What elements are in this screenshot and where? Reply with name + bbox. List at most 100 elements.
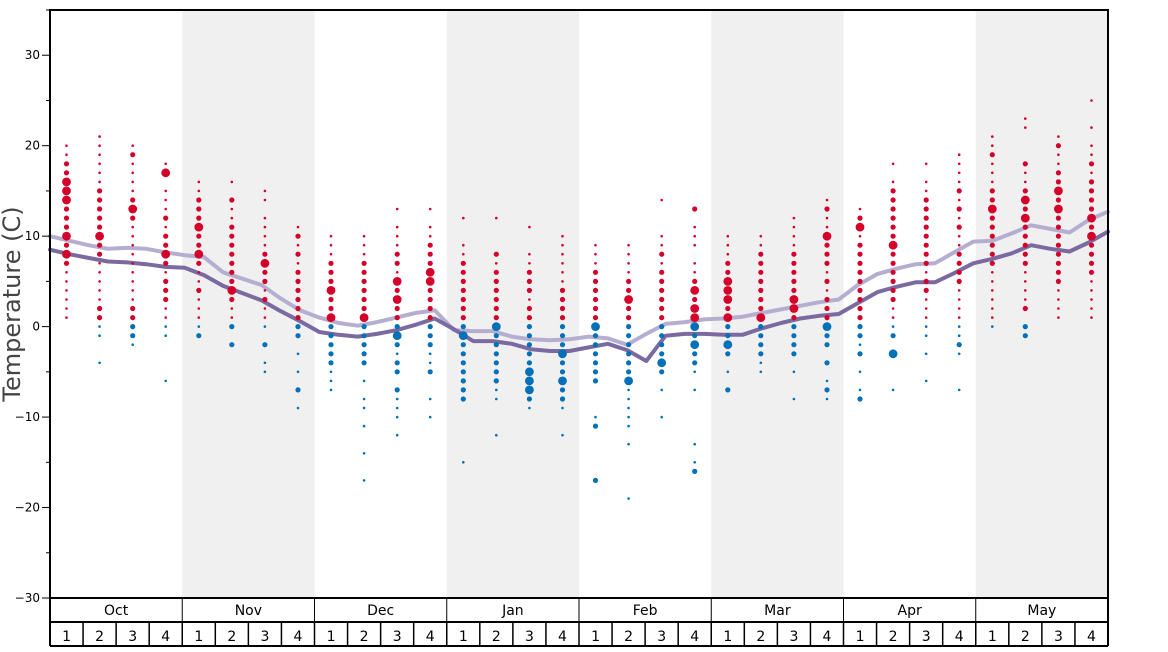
data-point [263,289,267,292]
data-point [989,242,995,248]
data-point [97,224,103,230]
data-point [462,243,465,247]
data-point [659,333,665,339]
data-point [824,260,830,266]
data-point [493,360,499,366]
data-point [592,269,599,275]
data-point [558,376,567,386]
data-point [130,305,136,312]
data-point [956,269,962,275]
data-point [858,207,862,211]
data-point [395,406,399,410]
data-point [957,334,961,338]
data-point [758,351,764,357]
data-point [263,189,267,193]
data-point [395,271,399,274]
data-point [394,369,400,375]
data-point [1022,188,1028,194]
data-point [891,180,895,184]
data-point [559,333,566,339]
data-point [197,180,201,184]
data-point [525,367,534,377]
data-point [726,370,730,374]
data-point [592,360,599,366]
data-point [1022,161,1028,167]
data-point [329,388,333,392]
data-point [957,388,961,392]
data-point [130,152,136,158]
month-band-may [975,10,1108,598]
data-point [427,305,433,312]
data-point [164,316,167,319]
data-point [229,197,235,203]
data-point [394,251,400,257]
data-point [758,296,764,303]
data-point [62,186,71,196]
data-point [1022,260,1028,266]
data-point [328,333,334,339]
data-point [1022,242,1028,248]
data-point [923,278,929,284]
data-point [891,325,895,328]
data-point [561,252,564,256]
data-point [427,242,433,248]
data-point [890,188,896,194]
data-point [362,379,366,383]
data-point [131,343,134,347]
data-point [857,333,863,339]
data-point [759,234,763,238]
data-point [361,278,367,284]
data-point [989,233,995,239]
data-point [295,296,301,303]
data-point [526,269,533,275]
data-point [825,225,829,229]
data-point [525,376,534,386]
y-tick-label: 0 [32,320,40,334]
data-point [924,325,928,328]
data-point [295,233,301,239]
data-point [493,351,499,357]
data-point [526,351,533,357]
week-label: 1 [856,629,865,645]
data-point [295,324,301,330]
data-point [263,216,267,220]
data-point [263,307,267,310]
data-point [495,397,498,401]
data-point [526,305,533,312]
data-point [1090,99,1093,102]
data-point [295,251,301,257]
week-label: 3 [789,629,798,645]
data-point [857,315,863,321]
data-point [1088,251,1095,257]
data-point [890,197,896,203]
data-point [196,233,202,239]
data-point [561,280,564,283]
data-point [989,215,995,221]
data-point [131,225,134,229]
data-point [1054,204,1063,214]
data-point [460,315,466,321]
data-point [65,271,68,274]
data-point [392,295,402,304]
data-point [163,296,169,303]
week-label: 1 [591,629,600,645]
data-point [660,415,663,419]
data-point [824,315,830,321]
data-point [194,222,204,232]
data-point [263,243,267,247]
data-point [693,271,696,274]
data-point [789,304,799,313]
data-point [792,234,796,238]
data-point [957,198,961,202]
data-point [1088,161,1095,167]
data-point [594,252,597,256]
data-point [758,278,764,284]
data-point [989,197,995,203]
data-point [295,305,301,312]
month-band-jan [446,10,579,598]
data-point [857,215,863,221]
data-point [460,278,466,284]
month-label-mar: Mar [764,603,791,619]
week-label: 4 [558,629,567,645]
data-point [991,271,994,274]
